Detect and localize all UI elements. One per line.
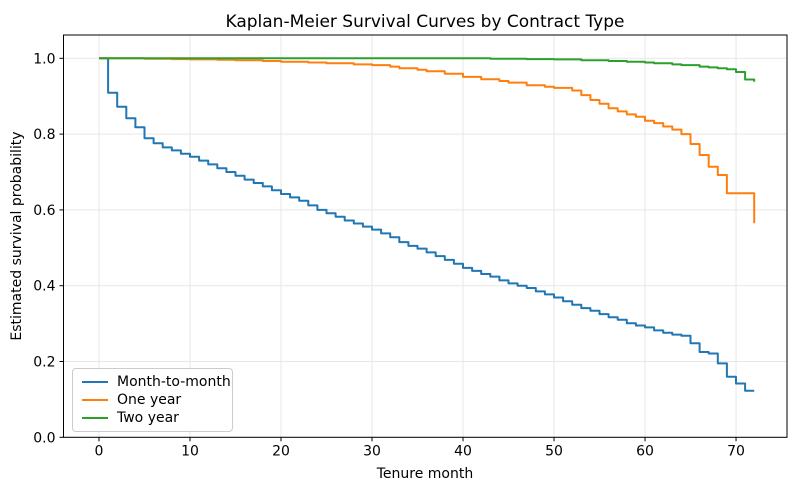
legend-line-swatch-blue [82,380,108,384]
y-tick-label: 1.0 [33,51,55,67]
plot-border [63,34,788,438]
x-tick-label: 10 [181,443,199,459]
legend: Month-to-month One year Two year [72,368,233,432]
series-curve-one-year [99,57,756,224]
legend-item-two-year: Two year [82,409,223,427]
x-tick-label: 0 [95,443,104,459]
legend-line-swatch-orange [82,398,108,402]
x-tick-label: 60 [636,443,654,459]
legend-label: Month-to-month [117,374,231,390]
y-tick-label: 0.2 [33,355,55,371]
legend-item-one-year: One year [82,391,223,409]
x-axis-label: Tenure month [376,466,474,482]
x-tick-label: 30 [363,443,381,459]
y-tick-label: 0.8 [33,127,55,143]
x-tick-label: 40 [454,443,472,459]
y-axis-label: Estimated survival probability [9,131,25,341]
x-tick-label: 20 [272,443,290,459]
legend-item-month-to-month: Month-to-month [82,373,231,391]
x-tick-label: 50 [545,443,563,459]
y-tick-label: 0.4 [33,279,55,295]
legend-label: Two year [117,410,179,426]
y-tick-label: 0.6 [33,203,55,219]
legend-line-swatch-green [82,416,108,420]
series-curve-month-to-month [99,57,755,392]
series-curve-two-year [99,57,756,82]
legend-label: One year [117,392,182,408]
x-tick-label: 70 [727,443,745,459]
y-tick-label: 0.0 [33,430,55,446]
chart-title: Kaplan-Meier Survival Curves by Contract… [225,12,625,32]
